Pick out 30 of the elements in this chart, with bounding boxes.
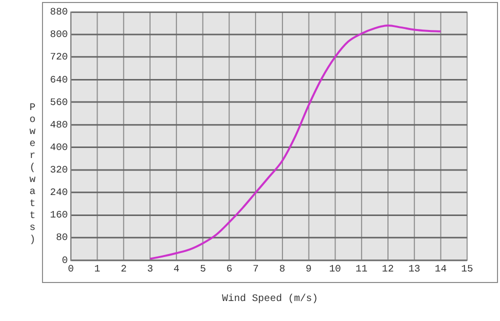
x-tick-label: 10 — [329, 264, 342, 275]
x-tick-label: 13 — [408, 264, 420, 275]
y-tick-label: 320 — [50, 164, 68, 176]
x-tick-label: 15 — [461, 264, 474, 275]
x-tick-label: 12 — [382, 264, 394, 275]
x-tick-label: 14 — [434, 264, 447, 275]
x-axis-title: Wind Speed (m/s) — [220, 294, 319, 305]
x-tick-label: 3 — [147, 264, 154, 275]
y-tick-label: 80 — [56, 232, 68, 244]
x-tick-label: 11 — [355, 264, 368, 275]
x-tick-label: 9 — [306, 264, 312, 275]
y-tick-label: 560 — [50, 96, 68, 108]
x-tick-label: 8 — [279, 264, 286, 275]
y-tick-label: 800 — [50, 29, 68, 40]
x-tick-label: 2 — [120, 264, 127, 275]
y-tick-label: 880 — [50, 6, 68, 18]
x-tick-label: 4 — [174, 264, 180, 275]
x-tick-label: 6 — [226, 264, 232, 275]
y-tick-label: 400 — [50, 142, 68, 153]
y-axis-title: Power(watts) — [26, 103, 38, 247]
y-tick-label: 240 — [50, 187, 68, 198]
x-tick-label: 1 — [94, 264, 100, 275]
y-tick-label: 640 — [50, 74, 68, 86]
x-tick-label: 7 — [252, 264, 259, 275]
y-tick-label: 160 — [50, 210, 68, 221]
y-tick-label: 720 — [50, 52, 68, 63]
x-tick-label: 5 — [200, 264, 206, 275]
y-tick-label: 480 — [50, 119, 68, 130]
y-tick-label: 0 — [62, 254, 68, 266]
line-series — [149, 24, 442, 260]
